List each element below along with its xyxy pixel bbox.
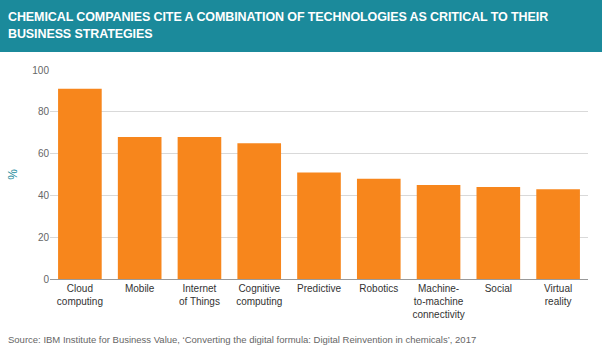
svg-text:80: 80 (38, 106, 50, 117)
svg-text:0: 0 (43, 274, 49, 285)
html-text:Source: IBM Institute for Busi: Source: IBM Institute for Business Value… (8, 334, 477, 345)
svg-text:Cognitivecomputing: Cognitivecomputing (236, 283, 282, 307)
svg-text:Social: Social (485, 283, 512, 294)
svg-text:Internetof Things: Internetof Things (179, 283, 220, 307)
svg-text:20: 20 (38, 232, 50, 243)
svg-text:100: 100 (32, 65, 49, 76)
svg-text:Machine-to-machineconnectivity: Machine-to-machineconnectivity (412, 283, 464, 320)
svg-text:Robotics: Robotics (359, 283, 398, 294)
svg-text:Cloudcomputing: Cloudcomputing (57, 283, 103, 307)
svg-text:40: 40 (38, 190, 50, 201)
svg-text:60: 60 (38, 148, 50, 159)
svg-text:Virtualreality: Virtualreality (544, 283, 572, 307)
svg-text:%: % (6, 169, 20, 180)
html-text:CHEMICAL COMPANIES CITE A COMB: CHEMICAL COMPANIES CITE A COMBINATION OF… (8, 10, 549, 41)
svg-text:Predictive: Predictive (297, 283, 341, 294)
svg-text:Mobile: Mobile (125, 283, 155, 294)
